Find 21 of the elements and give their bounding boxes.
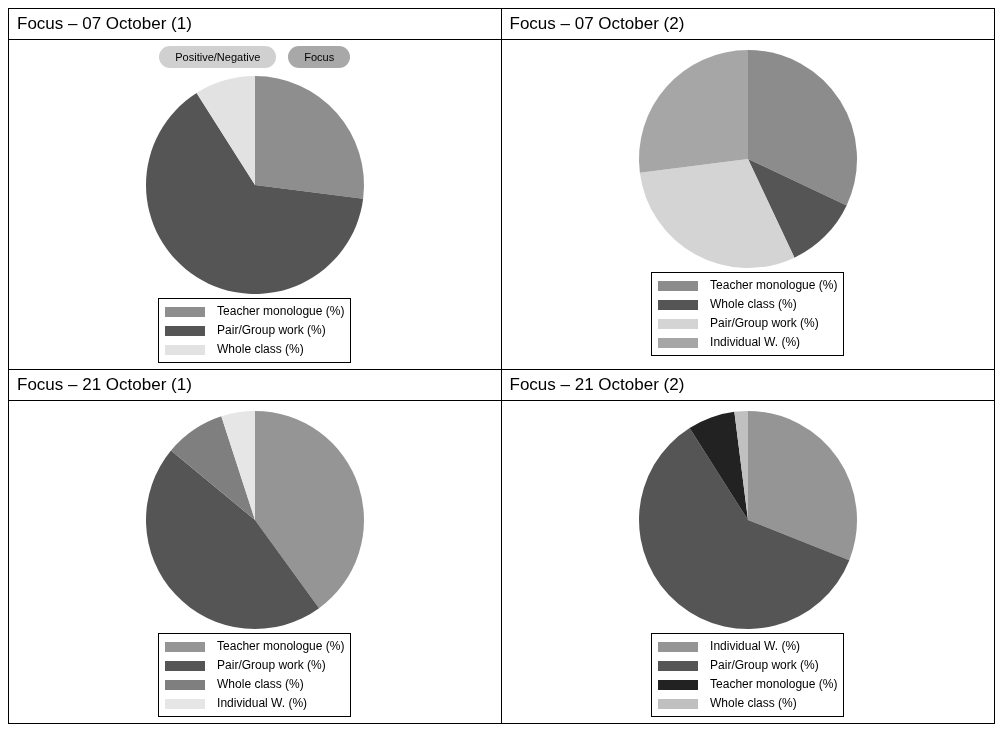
legend-label: Pair/Group work (%) bbox=[217, 657, 326, 674]
legend-label: Individual W. (%) bbox=[710, 334, 801, 351]
legend-label: Whole class (%) bbox=[217, 676, 304, 693]
legend-label: Whole class (%) bbox=[710, 296, 797, 313]
legend-label: Teacher monologue (%) bbox=[217, 303, 345, 320]
legend-label: Teacher monologue (%) bbox=[710, 277, 838, 294]
legend-label: Pair/Group work (%) bbox=[710, 657, 819, 674]
legend-label: Pair/Group work (%) bbox=[710, 315, 819, 332]
legend-label: Whole class (%) bbox=[217, 341, 304, 358]
chart-title: Focus – 07 October (2) bbox=[501, 9, 994, 40]
text: Focus bbox=[288, 46, 351, 68]
chart-title: Focus – 07 October (1) bbox=[9, 9, 501, 40]
legend-label: Individual W. (%) bbox=[217, 695, 308, 712]
legend-label: Teacher monologue (%) bbox=[217, 638, 345, 655]
legend-label: Whole class (%) bbox=[710, 695, 797, 712]
chart-title: Focus – 21 October (1) bbox=[9, 370, 501, 401]
text: Positive/Negative bbox=[159, 46, 277, 68]
legend-label: Pair/Group work (%) bbox=[217, 322, 326, 339]
legend-label: Individual W. (%) bbox=[710, 638, 801, 655]
legend-label: Teacher monologue (%) bbox=[710, 676, 838, 693]
chart-title: Focus – 21 October (2) bbox=[501, 370, 994, 401]
